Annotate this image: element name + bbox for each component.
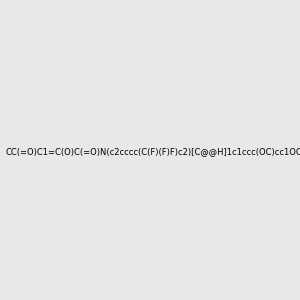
Text: CC(=O)C1=C(O)C(=O)N(c2cccc(C(F)(F)F)c2)[C@@H]1c1ccc(OC)cc1OC: CC(=O)C1=C(O)C(=O)N(c2cccc(C(F)(F)F)c2)[… xyxy=(5,147,300,156)
